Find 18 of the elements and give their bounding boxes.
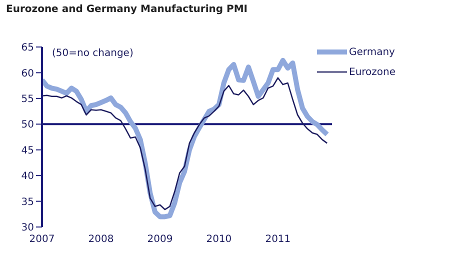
y-tick-label: 55 xyxy=(21,94,34,105)
chart-title: Eurozone and Germany Manufacturing PMI xyxy=(6,4,248,15)
line-series xyxy=(42,77,328,210)
x-tick-label: 2009 xyxy=(147,234,173,246)
x-tick-label: 2011 xyxy=(265,234,291,246)
y-tick-label: 45 xyxy=(21,145,34,156)
y-tick-label: 40 xyxy=(21,171,34,182)
legend-label: Germany xyxy=(349,46,395,58)
x-tick-label: 2010 xyxy=(206,234,232,246)
legend-label: Eurozone xyxy=(349,66,396,78)
y-tick-label: 60 xyxy=(21,68,34,80)
x-tick-label: 2008 xyxy=(88,234,114,246)
annotation: (50=no change) xyxy=(52,48,134,59)
x-tick-label: 2007 xyxy=(29,234,55,246)
y-tick-label: 35 xyxy=(21,196,34,208)
y-tick-label: 30 xyxy=(21,222,34,234)
y-tick-label: 65 xyxy=(21,42,34,54)
y-tick-label: 50 xyxy=(21,120,34,131)
